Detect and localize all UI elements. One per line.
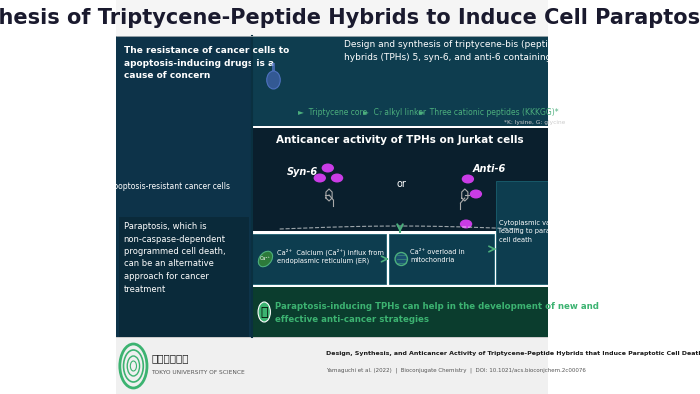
Text: Yamaguchi et al. (2022)  |  Bioconjugate Chemistry  |  DOI: 10.1021/acs.bioconjc: Yamaguchi et al. (2022) | Bioconjugate C…	[326, 367, 586, 373]
Ellipse shape	[331, 173, 343, 182]
Text: ►  Triptycene core: ► Triptycene core	[298, 108, 368, 117]
Text: ►  Three cationic peptides (KKKGG)*: ► Three cationic peptides (KKKGG)*	[419, 108, 558, 117]
Text: Syn-6: Syn-6	[287, 167, 318, 177]
Text: Design and synthesis of triptycene-bis (peptide) and tris (peptide)
hybrids (TPH: Design and synthesis of triptycene-bis (…	[344, 40, 645, 61]
Text: Paraptosis, which is
non-caspase-dependent
programmed cell death,
can be an alte: Paraptosis, which is non-caspase-depende…	[123, 222, 225, 294]
Text: ►  C₇ alkyl linker: ► C₇ alkyl linker	[363, 108, 426, 117]
Text: The resistance of cancer cells to
apoptosis-inducing drugs is a
cause of concern: The resistance of cancer cells to apopto…	[123, 46, 289, 80]
Ellipse shape	[462, 175, 474, 184]
Ellipse shape	[314, 173, 326, 182]
FancyBboxPatch shape	[116, 337, 548, 394]
Ellipse shape	[272, 310, 284, 322]
FancyBboxPatch shape	[496, 181, 548, 284]
Ellipse shape	[460, 219, 473, 229]
FancyBboxPatch shape	[252, 234, 386, 284]
Ellipse shape	[395, 253, 407, 266]
FancyBboxPatch shape	[272, 63, 275, 71]
Text: 👍: 👍	[260, 305, 268, 318]
Text: Membrane tethering and/or fusion between ER
and mitochondria: Membrane tethering and/or fusion between…	[288, 305, 444, 319]
Text: TOKYO UNIVERSITY OF SCIENCE: TOKYO UNIVERSITY OF SCIENCE	[151, 370, 245, 375]
FancyBboxPatch shape	[252, 36, 548, 126]
Text: Synthesis of Triptycene-Peptide Hybrids to Induce Cell Paraptosis: Synthesis of Triptycene-Peptide Hybrids …	[0, 8, 700, 28]
Text: Anticancer activity of TPHs on Jurkat cells: Anticancer activity of TPHs on Jurkat ce…	[276, 135, 524, 145]
Text: or: or	[396, 179, 406, 189]
FancyBboxPatch shape	[252, 287, 548, 337]
Text: Paraptosis-inducing TPHs can help in the development of new and
effective anti-c: Paraptosis-inducing TPHs can help in the…	[274, 302, 598, 323]
FancyBboxPatch shape	[389, 234, 494, 284]
Text: Cytoplasmic vacuolization
leading to paraptotic
cell death: Cytoplasmic vacuolization leading to par…	[499, 219, 586, 242]
Text: Ca²⁺: Ca²⁺	[260, 255, 271, 260]
Text: Anti-6: Anti-6	[473, 164, 506, 174]
Circle shape	[258, 302, 270, 322]
Ellipse shape	[470, 190, 482, 199]
Text: *K: lysine, G: glycine: *K: lysine, G: glycine	[504, 119, 565, 125]
Text: Ca²⁺ overload in
mitochondria: Ca²⁺ overload in mitochondria	[410, 249, 465, 263]
Ellipse shape	[267, 71, 280, 89]
FancyBboxPatch shape	[116, 36, 252, 339]
FancyBboxPatch shape	[252, 128, 548, 231]
FancyBboxPatch shape	[119, 217, 248, 337]
FancyBboxPatch shape	[116, 0, 548, 36]
FancyBboxPatch shape	[252, 287, 494, 337]
Text: Ca²⁺  Calcium (Ca²⁺) influx from
endoplasmic reticulum (ER): Ca²⁺ Calcium (Ca²⁺) influx from endoplas…	[276, 248, 384, 264]
Ellipse shape	[321, 164, 334, 173]
Ellipse shape	[258, 304, 272, 320]
Ellipse shape	[258, 251, 272, 267]
Text: Design, Synthesis, and Anticancer Activity of Triptycene-Peptide Hybrids that In: Design, Synthesis, and Anticancer Activi…	[326, 351, 700, 357]
Text: Apoptosis-resistant cancer cells: Apoptosis-resistant cancer cells	[108, 182, 230, 191]
Text: 東京理科大学: 東京理科大学	[151, 353, 189, 363]
